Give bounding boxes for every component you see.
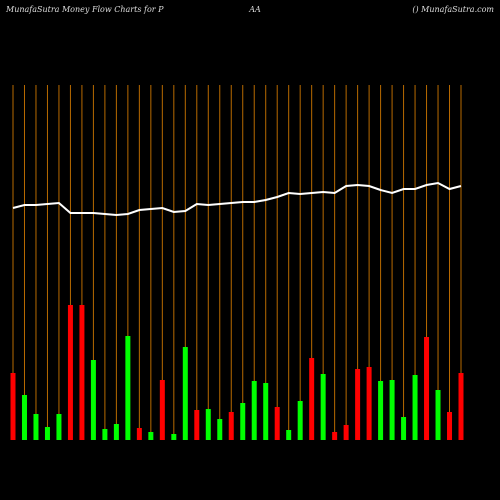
bar xyxy=(458,373,464,440)
bar xyxy=(251,381,257,440)
bar xyxy=(343,425,349,440)
bar xyxy=(125,336,131,440)
bar xyxy=(286,430,292,440)
bar xyxy=(435,390,441,440)
bar xyxy=(182,347,188,440)
bar xyxy=(378,381,384,440)
bar xyxy=(44,427,50,440)
bar xyxy=(205,409,211,440)
bar xyxy=(320,374,326,440)
bar xyxy=(389,380,395,440)
bar xyxy=(355,369,361,440)
bar xyxy=(309,358,315,440)
bar xyxy=(67,305,73,440)
bar xyxy=(10,373,16,440)
bar xyxy=(274,407,280,440)
bar xyxy=(148,432,154,440)
bar xyxy=(447,412,453,440)
bar xyxy=(136,428,142,440)
bar xyxy=(159,380,165,440)
bar xyxy=(90,360,96,440)
bar xyxy=(424,337,430,440)
bar xyxy=(194,410,200,440)
chart-title-center: AA xyxy=(248,5,261,14)
chart-title: MunafaSutra Money Flow Charts for P xyxy=(5,5,164,14)
bar xyxy=(113,424,119,440)
price-line xyxy=(12,181,462,217)
bar xyxy=(401,417,407,440)
bar xyxy=(171,434,177,440)
bar xyxy=(412,375,418,440)
bar xyxy=(79,305,85,440)
bar xyxy=(263,383,269,440)
bar xyxy=(366,367,372,440)
bar xyxy=(217,419,223,440)
bar xyxy=(21,395,27,440)
bar xyxy=(102,429,108,440)
bar xyxy=(56,414,62,440)
bar xyxy=(240,403,246,440)
bar xyxy=(228,412,234,440)
bar xyxy=(332,432,338,440)
bar xyxy=(297,401,303,440)
chart-title-right: () MunafaSutra.com xyxy=(412,5,494,14)
bar xyxy=(33,414,39,440)
